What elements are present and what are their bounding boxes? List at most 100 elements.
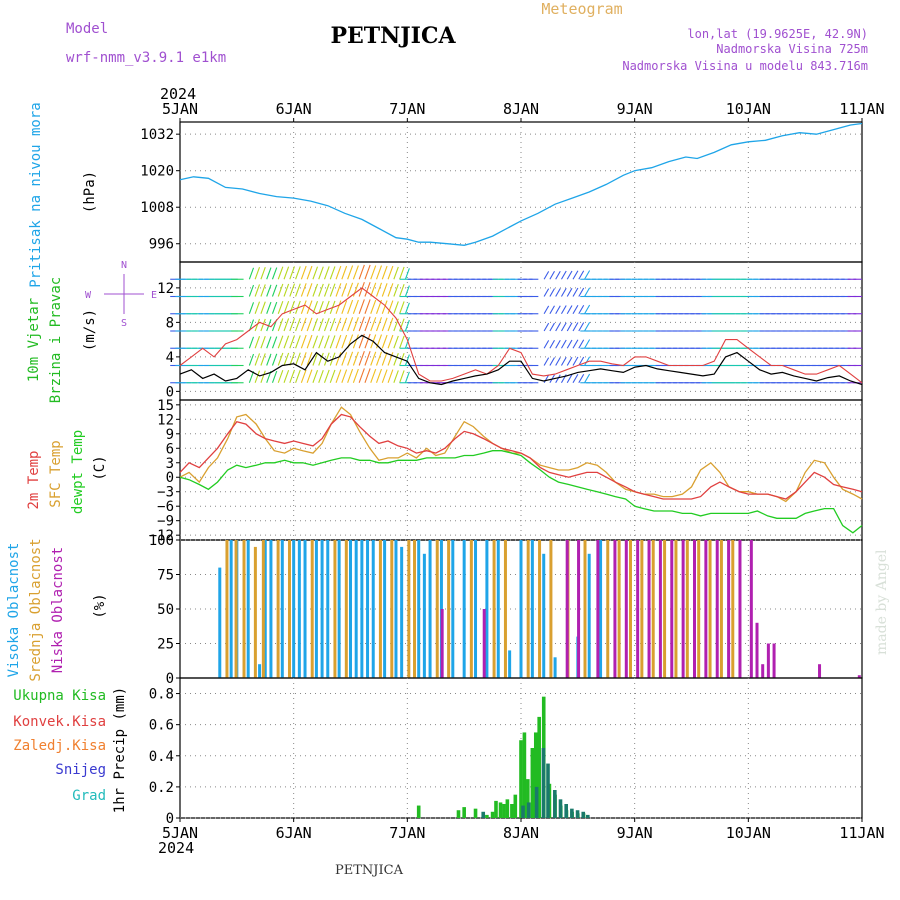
wind-arrow	[318, 300, 324, 314]
wind-arrow	[271, 284, 278, 297]
wind-arrow	[271, 267, 278, 280]
wind-arrow	[404, 319, 410, 332]
cloud-low-bar	[670, 540, 674, 678]
cloud-high-bar	[417, 540, 421, 678]
wind-arrow	[248, 336, 255, 349]
cloud-high-bar	[326, 540, 330, 678]
y-tick-label: 12	[157, 281, 174, 297]
precip-rain-bar	[537, 716, 541, 818]
wind-arrow	[543, 357, 550, 366]
cloud-mid-bar	[708, 540, 712, 678]
wind-arrow	[266, 284, 272, 297]
wind-arrow	[312, 283, 319, 297]
precip-rain-bar	[456, 810, 461, 818]
y-tick-label: 100	[149, 533, 174, 549]
cloud-high-axis-label: Visoka Oblacnost	[6, 543, 22, 678]
wind-mean-line	[179, 334, 863, 386]
wind-arrow	[566, 374, 573, 384]
wind-arrow	[375, 265, 383, 280]
cloud-mid-bar	[390, 540, 394, 678]
precip-snow-bar	[581, 811, 586, 818]
wind-arrow	[289, 300, 296, 314]
wind-arrow	[566, 287, 573, 297]
y-tick-label: −12	[149, 528, 174, 544]
cloud-mid-bar	[685, 540, 689, 678]
wind-arrow	[555, 322, 561, 332]
y-tick-label: 3	[166, 456, 174, 472]
wind-arrow	[323, 266, 330, 280]
wind-arrow	[347, 368, 354, 383]
y-tick-label: 0	[166, 470, 174, 486]
wind-arrow	[364, 264, 371, 280]
wind-arrow	[393, 370, 399, 383]
cloud-high-bar	[394, 540, 398, 678]
wind-arrow	[347, 282, 354, 297]
cloud-high-bar	[314, 540, 318, 678]
wind-arrow	[404, 371, 410, 383]
wind-arrow	[364, 351, 371, 366]
precip-rain-bar	[533, 732, 538, 818]
temp-unit-label: (C)	[92, 455, 108, 480]
wind-arrow	[555, 305, 561, 315]
y-tick-label: 0.6	[149, 718, 174, 734]
wind-arrow	[341, 265, 348, 280]
wind-arrow	[323, 317, 330, 332]
y-tick-label: 996	[149, 237, 174, 253]
cloud-low-bar	[704, 540, 708, 678]
wind-arrow	[347, 299, 354, 314]
wind-arrow	[566, 270, 573, 280]
wind-arrow	[254, 336, 261, 349]
wind-arrow	[404, 354, 410, 366]
cloud-high-bar	[292, 540, 296, 678]
cloud-mid-bar	[253, 546, 257, 678]
y-tick-label: −9	[157, 514, 174, 530]
wind-arrow	[543, 322, 550, 332]
wind-arrow	[399, 335, 405, 349]
wind-arrow	[312, 352, 319, 366]
temp2m-axis-label: 2m Temp	[26, 450, 42, 509]
watermark: made by Angel	[874, 549, 890, 655]
wind-arrow	[352, 351, 359, 366]
compass-south: S	[121, 318, 127, 329]
station-title: PETNJICA	[330, 23, 456, 49]
x-tick-label-bottom: 8JAN	[503, 824, 539, 842]
wind-arrow	[254, 353, 261, 366]
y-tick-label: 50	[157, 602, 174, 618]
wind-arrow	[306, 265, 313, 280]
precip-snow-bar	[546, 763, 550, 818]
wind-arrow	[572, 322, 579, 332]
wind-arrow	[283, 335, 290, 349]
wind-arrow	[578, 322, 585, 332]
cloud-high-bar	[508, 650, 512, 678]
cloud-low-bar	[596, 540, 600, 678]
cloud-high-bar	[530, 540, 534, 678]
cloud-high-bar	[354, 540, 358, 678]
wind-arrow	[578, 304, 585, 315]
wind-arrow	[295, 335, 301, 349]
wind-arrow	[399, 370, 405, 383]
wind-arrow	[289, 283, 296, 297]
wind-arrow	[375, 282, 383, 297]
x-tick-label-bottom: 7JAN	[389, 824, 425, 842]
x-tick-label-bottom: 6JAN	[276, 824, 312, 842]
wind-arrow	[312, 318, 319, 332]
wind-arrow	[318, 283, 324, 297]
wind-arrow	[335, 265, 342, 280]
wind-arrow	[341, 334, 348, 349]
wind-arrow	[300, 352, 307, 366]
precip-rain-bar	[530, 748, 535, 818]
wind-arrow	[352, 368, 359, 383]
wind-arrow	[300, 265, 307, 280]
cloud-mid-bar	[435, 540, 439, 678]
wind-arrow	[393, 335, 399, 349]
cloud-high-bar	[474, 540, 478, 678]
wind-arrow	[329, 335, 336, 349]
wind-arrow	[399, 301, 405, 314]
wind-arrow	[370, 265, 377, 280]
wind-arrow	[271, 336, 278, 349]
wind-arrow	[584, 304, 591, 315]
x-tick-label-top: 7JAN	[389, 100, 425, 118]
wind-arrow	[323, 283, 330, 297]
wind-arrow	[295, 352, 301, 366]
pressure-axis-label: Pritisak na nivou mora	[28, 102, 44, 287]
